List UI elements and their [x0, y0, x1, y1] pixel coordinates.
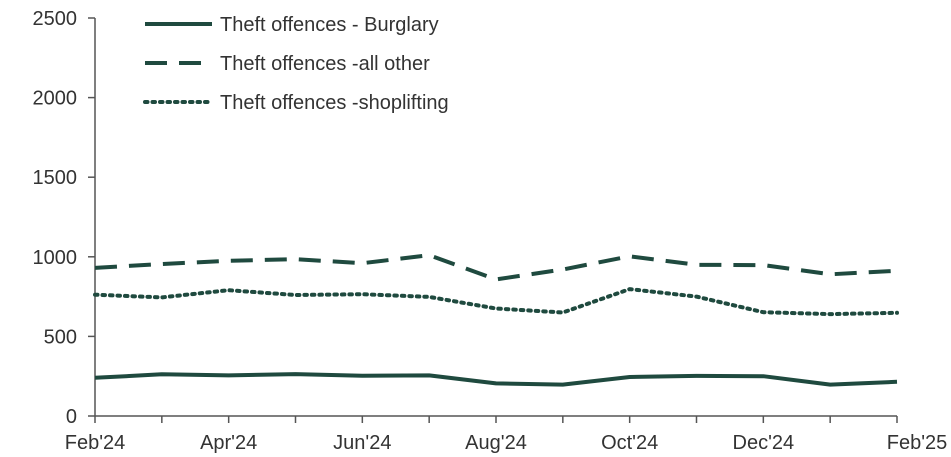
legend: Theft offences - Burglary Theft offences …: [143, 14, 449, 114]
series-line-3: [93, 287, 899, 317]
y-tick-label: 2000: [33, 88, 78, 110]
series-line-1: [94, 372, 898, 387]
axes: 0 500 1000 1500 2000 2500 Feb'24 Apr'24 Jun'24 Au…: [33, 8, 948, 454]
legend-item-3: Theft offences -shoplifting: [143, 92, 449, 114]
legend-label: Theft offences -shoplifting: [220, 92, 449, 114]
legend-label: Theft offences - Burglary: [220, 14, 439, 36]
x-tick-label: Jun'24: [333, 432, 391, 454]
y-tick-label: 1000: [33, 247, 78, 269]
x-tick-label: Oct'24: [601, 432, 658, 454]
legend-label: Theft offences -all other: [220, 53, 430, 75]
series-line-2: [94, 253, 898, 282]
y-tick-label: 1500: [33, 167, 78, 189]
legend-item-1: Theft offences - Burglary: [145, 14, 439, 36]
series-layer: [93, 253, 899, 387]
y-tick-label: 2500: [33, 8, 78, 30]
legend-item-2: Theft offences -all other: [145, 53, 430, 75]
x-tick-label: Aug'24: [465, 432, 527, 454]
x-tick-label: Apr'24: [200, 432, 257, 454]
y-tick-label: 500: [44, 326, 77, 348]
x-tick-label: Dec'24: [733, 432, 795, 454]
y-tick-label: 0: [66, 406, 77, 428]
x-tick-label: Feb'25: [887, 432, 948, 454]
x-tick-label: Feb'24: [65, 432, 126, 454]
